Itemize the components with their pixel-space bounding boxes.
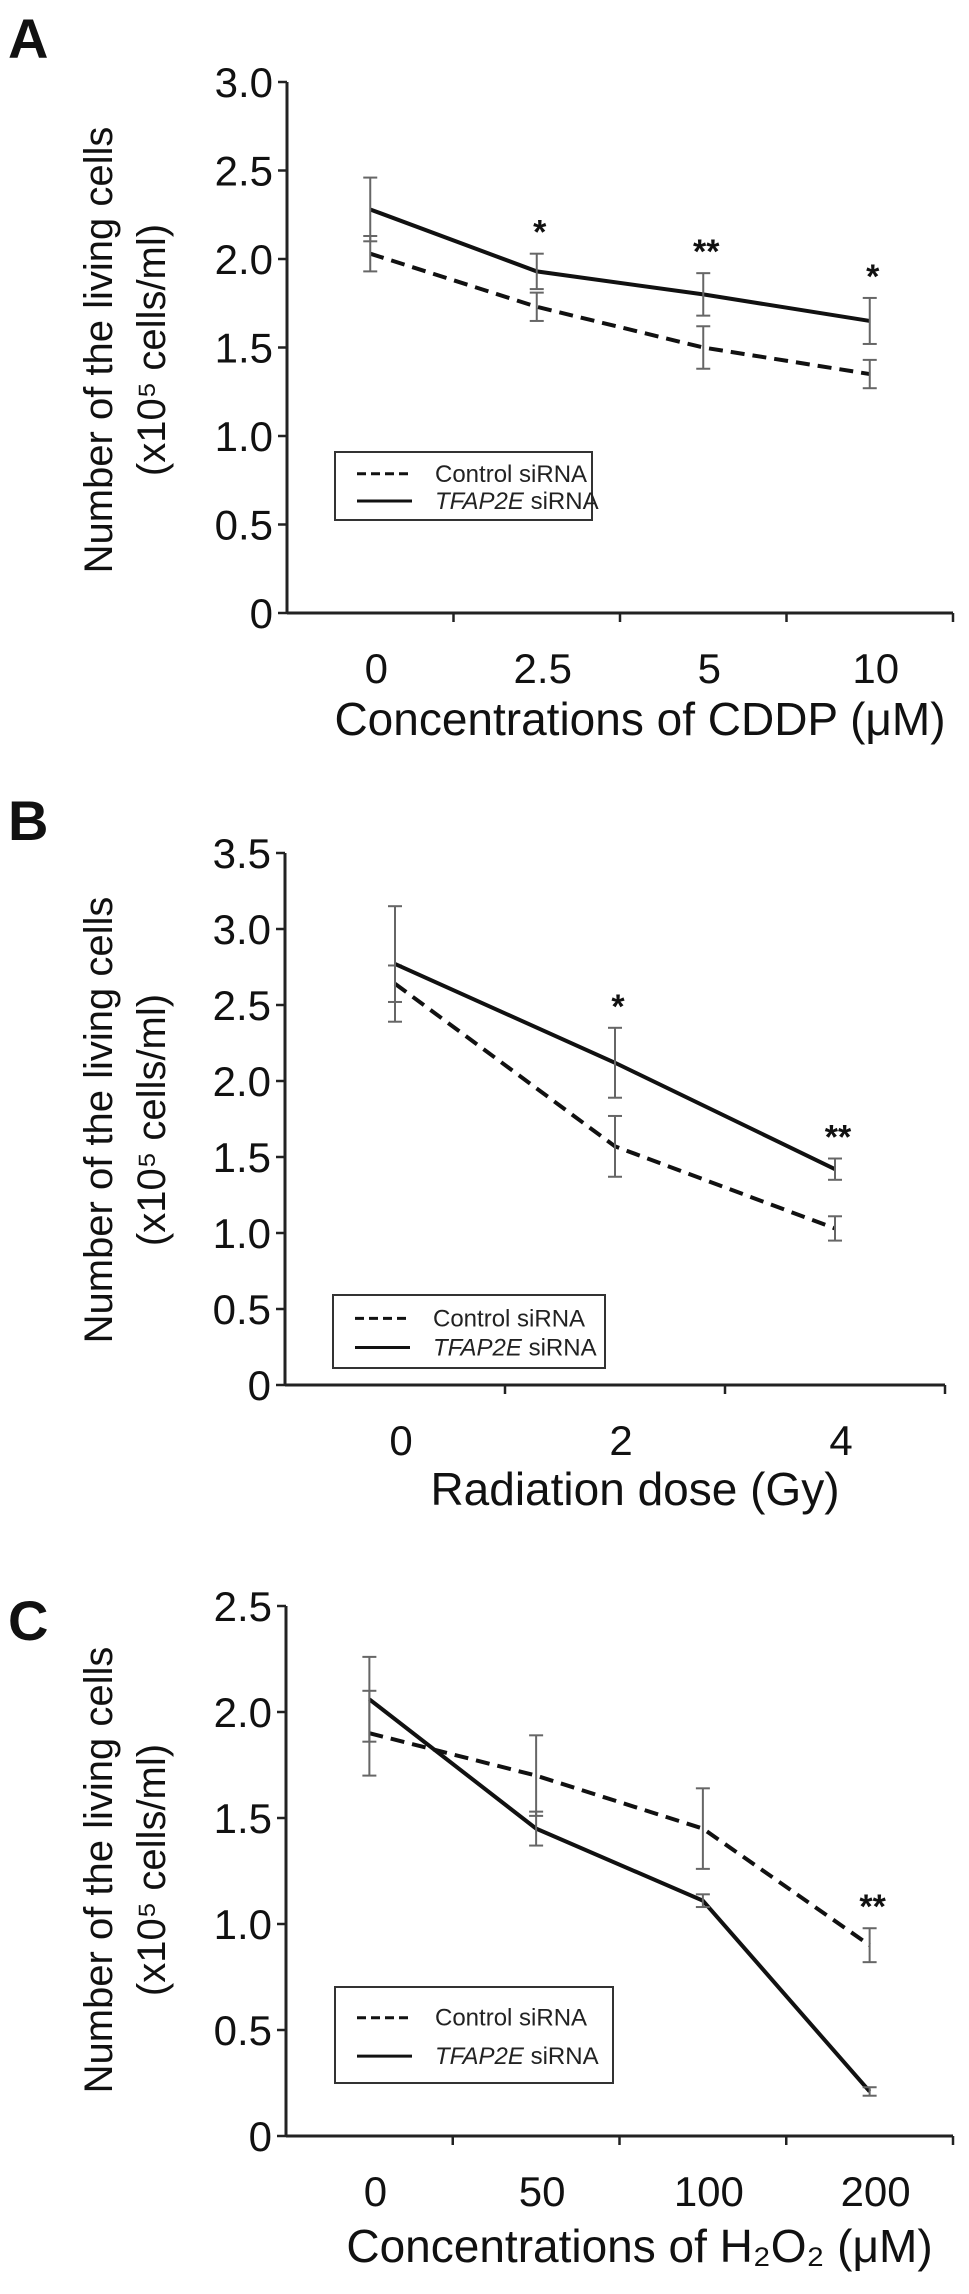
legend-label: TFAP2E siRNA — [435, 488, 599, 515]
significance-marker: ** — [859, 1888, 886, 1926]
legend-label: TFAP2E siRNA — [435, 2043, 599, 2070]
y-tick-label: 2.0 — [213, 1058, 271, 1105]
x-tick-label: 0 — [364, 2168, 387, 2215]
y-tick-label: 2.0 — [215, 236, 273, 283]
legend-label: Control siRNA — [435, 2005, 587, 2032]
x-tick-label: 0 — [389, 1417, 412, 1464]
y-tick-label: 0.5 — [215, 502, 273, 549]
y-tick-label: 1.5 — [215, 325, 273, 372]
y-axis-label-line1: Number of the living cells — [77, 1647, 121, 2094]
y-axis-label-line1: Number of the living cells — [77, 897, 121, 1344]
legend-label: TFAP2E siRNA — [433, 1335, 597, 1362]
panel-letter: C — [8, 1589, 48, 1652]
y-tick-label: 2.0 — [214, 1689, 272, 1736]
y-tick-label: 1.0 — [215, 413, 273, 460]
legend-label-suffix: siRNA — [524, 488, 599, 515]
legend-label: Control siRNA — [435, 461, 587, 488]
y-tick-label: 0.5 — [213, 1286, 271, 1333]
y-tick-label: 1.5 — [213, 1134, 271, 1181]
legend: Control siRNA TFAP2E siRNA — [332, 1294, 606, 1369]
legend-box — [334, 451, 593, 521]
y-tick-label: 0.5 — [214, 2007, 272, 2054]
y-tick-label: 1.0 — [214, 1901, 272, 1948]
significance-marker: * — [611, 988, 625, 1026]
legend-label-gene: TFAP2E — [435, 2043, 525, 2070]
y-axis-label-line2: (x10⁵ cells/ml) — [130, 994, 174, 1246]
legend: Control siRNA TFAP2E siRNA — [334, 1986, 614, 2084]
y-tick-label: 0 — [250, 590, 273, 637]
x-tick-label: 0 — [365, 645, 388, 692]
x-axis-label: Concentrations of CDDP (μM) — [334, 693, 945, 745]
x-tick-label: 200 — [841, 2168, 911, 2215]
x-tick-label: 10 — [852, 645, 899, 692]
significance-marker: ** — [693, 233, 720, 271]
series-line — [368, 1731, 871, 1947]
legend-box — [332, 1294, 606, 1369]
y-axis-label-line2: (x10⁵ cells/ml) — [130, 224, 174, 476]
series-line — [369, 251, 871, 377]
y-tick-label: 0 — [249, 2113, 272, 2160]
legend-label-gene: TFAP2E — [433, 1335, 523, 1362]
legend-box — [334, 1986, 614, 2084]
y-tick-label: 2.5 — [214, 1583, 272, 1630]
y-axis-label-line1: Number of the living cells — [77, 127, 121, 574]
x-tick-label: 2 — [609, 1417, 632, 1464]
x-tick-label: 4 — [829, 1417, 852, 1464]
significance-marker: * — [533, 214, 547, 252]
y-tick-label: 1.5 — [214, 1795, 272, 1842]
significance-marker: * — [866, 258, 880, 296]
series-control-sirna — [363, 234, 877, 390]
series-tfap2e-sirna — [388, 905, 842, 1181]
series-control-sirna — [362, 1689, 877, 1964]
y-axis-label: Number of the living cells (x10⁵ cells/ml… — [77, 127, 174, 574]
legend-label-suffix: siRNA — [522, 1335, 597, 1362]
x-axis-label: Concentrations of H₂O₂ (μM) — [346, 2220, 932, 2272]
x-axis-label: Radiation dose (Gy) — [430, 1463, 839, 1515]
y-axis-label-line2: (x10⁵ cells/ml) — [130, 1744, 174, 1996]
series-line — [368, 1697, 872, 2093]
series-tfap2e-sirna — [362, 1655, 877, 2097]
x-tick-label: 50 — [519, 2168, 566, 2215]
y-tick-label: 2.5 — [215, 148, 273, 195]
series-line — [369, 207, 871, 323]
y-tick-label: 3.0 — [215, 59, 273, 106]
panel-a: A 0 0.5 1.0 1.5 2.0 2.5 3.0 0 2.5 5 10Concentration… — [8, 7, 955, 745]
legend-label-gene: TFAP2E — [435, 488, 525, 515]
y-tick-label: 3.5 — [213, 830, 271, 877]
x-tick-label: 5 — [698, 645, 721, 692]
x-tick-label: 2.5 — [514, 645, 572, 692]
y-tick-label: 3.0 — [213, 906, 271, 953]
panel-letter: A — [8, 7, 48, 70]
legend-label-suffix: siRNA — [524, 2043, 599, 2070]
y-axis-label: Number of the living cells (x10⁵ cells/ml… — [77, 1647, 174, 2094]
y-tick-label: 1.0 — [213, 1210, 271, 1257]
panel-c: C 0 0.5 1.0 1.5 2.0 2.5 0 50 100 200 Concentrations… — [8, 1583, 955, 2272]
significance-marker: ** — [825, 1119, 852, 1157]
y-tick-label: 2.5 — [213, 982, 271, 1029]
series-tfap2e-sirna — [363, 176, 877, 345]
legend-label: Control siRNA — [433, 1305, 585, 1332]
x-tick-label: 100 — [674, 2168, 744, 2215]
y-tick-label: 0 — [248, 1362, 271, 1409]
y-axis-label: Number of the living cells (x10⁵ cells/ml… — [77, 897, 174, 1344]
panel-letter: B — [8, 789, 48, 852]
